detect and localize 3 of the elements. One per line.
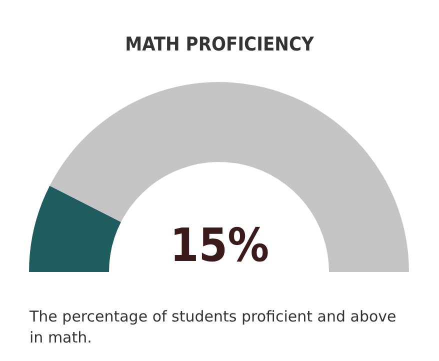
chart-title: MATH PROFICIENCY [125,34,314,56]
text: 15% [170,218,270,272]
text: The percentage of students proficient and above in math. [28,308,402,346]
